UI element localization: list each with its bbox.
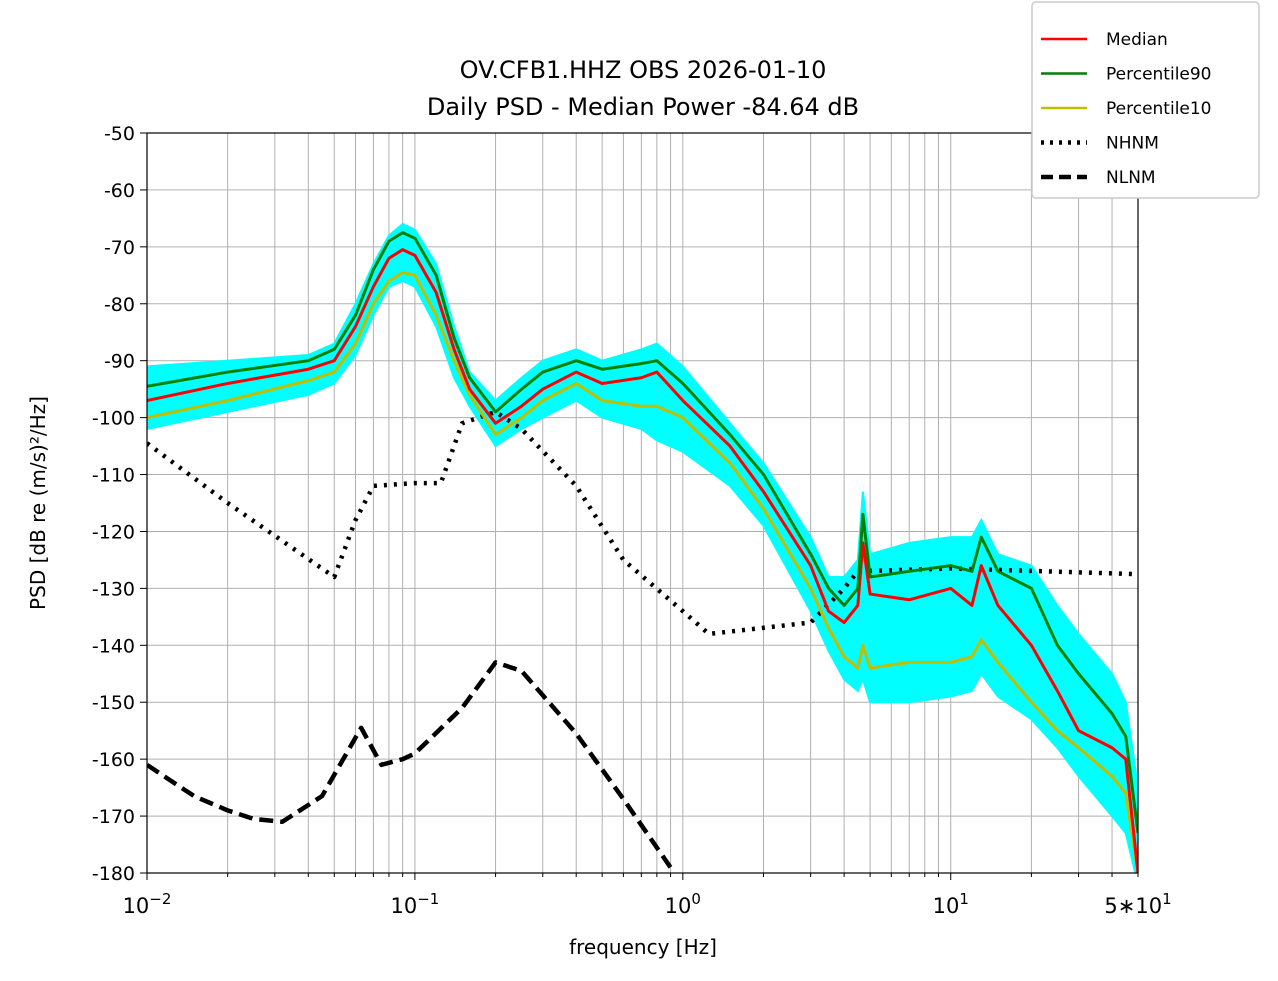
y-tick-label: -130 — [92, 578, 135, 600]
y-tick-label: -50 — [104, 123, 135, 145]
y-tick-label: -120 — [92, 521, 135, 543]
x-axis-label: frequency [Hz] — [569, 935, 717, 959]
legend-box — [1031, 1, 1260, 199]
x-tick-label: 10−1 — [390, 890, 439, 918]
plot-area — [147, 222, 1138, 873]
axis-ticks: -50 -60 -70 -80 -90 -100 -110 -120 -130 -140 -150 -… — [92, 123, 1172, 918]
chart-title: OV.CFB1.HHZ OBS 2026-01-10 — [460, 56, 827, 84]
y-tick-label: -180 — [92, 863, 135, 885]
chart-subtitle: Daily PSD - Median Power -84.64 dB — [427, 93, 859, 121]
psd-envelope — [147, 222, 1138, 873]
y-tick-label: -170 — [92, 806, 135, 828]
legend-label-percentile90: Percentile90 — [1106, 65, 1212, 85]
legend-label-nhnm: NHNM — [1106, 134, 1159, 154]
y-tick-label: -90 — [104, 351, 135, 373]
y-tick-label: -160 — [92, 749, 135, 771]
legend: Median Percentile90 Percentile10 NHNM NLNM — [1031, 1, 1260, 199]
grid — [146, 132, 1139, 874]
y-tick-label: -100 — [92, 408, 135, 430]
y-tick-label: -150 — [92, 692, 135, 714]
series-line-median — [147, 248, 1138, 873]
series-line-nhnm — [147, 409, 1138, 637]
legend-label-percentile10: Percentile10 — [1106, 99, 1212, 119]
x-tick-label: 10−2 — [123, 890, 172, 918]
series-line-percentile10 — [147, 270, 1138, 873]
legend-label-nlnm: NLNM — [1106, 168, 1156, 188]
legend-label-median: Median — [1106, 30, 1168, 50]
x-tick-label: 101 — [933, 890, 969, 918]
y-axis-label: PSD [dB re (m/s)²/Hz] — [26, 396, 50, 610]
series-line-percentile90 — [147, 231, 1138, 834]
y-tick-label: -110 — [92, 465, 135, 487]
y-tick-label: -70 — [104, 237, 135, 259]
y-tick-label: -140 — [92, 635, 135, 657]
plot-frame — [146, 132, 1139, 874]
x-tick-label: 5∗101 — [1104, 890, 1171, 918]
y-tick-label: -60 — [104, 180, 135, 202]
series-line-nlnm — [147, 660, 677, 873]
x-tick-label: 100 — [665, 890, 701, 918]
y-tick-label: -80 — [104, 294, 135, 316]
